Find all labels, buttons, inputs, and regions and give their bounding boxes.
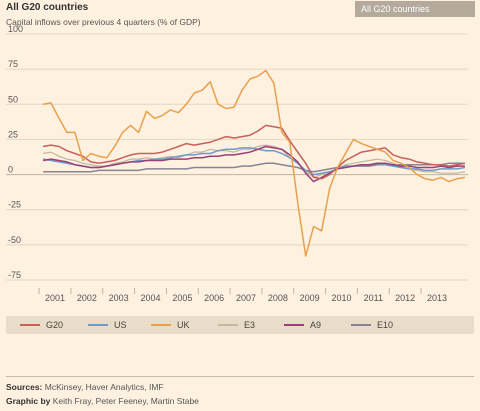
x-tick-label: 2012 [395, 293, 415, 303]
credit-label: Graphic by [6, 396, 51, 406]
y-tick-label: 25 [8, 129, 18, 139]
legend-swatch [218, 324, 238, 326]
legend-item-a9[interactable]: A9 [284, 316, 321, 334]
y-tick-label: -25 [8, 200, 21, 210]
legend-label: US [114, 320, 127, 330]
legend-swatch [351, 324, 371, 326]
x-tick-label: 2003 [109, 293, 129, 303]
legend-label: E10 [377, 320, 394, 330]
y-tick-label: 50 [8, 94, 18, 104]
legend-item-e3[interactable]: E3 [218, 316, 255, 334]
legend-item-us[interactable]: US [88, 316, 127, 334]
x-tick-label: 2011 [364, 293, 383, 303]
series-line-uk [42, 69, 466, 257]
country-selector-button[interactable]: All G20 countries [355, 1, 475, 17]
legend-label: E3 [244, 320, 256, 330]
gridlines [6, 33, 468, 281]
y-tick-label: 75 [8, 59, 18, 69]
sources-label: Sources: [6, 382, 43, 392]
legend-label: G20 [46, 320, 64, 330]
y-tick-label: 0 [8, 165, 13, 175]
legend-swatch [284, 324, 304, 326]
legend-item-e10[interactable]: E10 [351, 316, 393, 334]
series-lines [42, 69, 466, 257]
sources-text: McKinsey, Haver Analytics, IMF [42, 382, 164, 392]
x-tick-label: 2006 [204, 293, 224, 303]
x-tick-label: 2005 [172, 293, 192, 303]
y-tick-label: -75 [8, 270, 21, 280]
legend: G20 US UK E3 A9 E10 [6, 316, 474, 334]
x-tick-label: 2002 [77, 293, 97, 303]
legend-item-g20[interactable]: G20 [20, 316, 63, 334]
legend-item-uk[interactable]: UK [151, 316, 190, 334]
legend-label: A9 [310, 320, 322, 330]
y-axis: 100 75 50 25 0 -25 -50 -75 [8, 24, 23, 280]
x-tick-label: 2004 [140, 293, 160, 303]
y-tick-label: -50 [8, 235, 21, 245]
x-tick-label: 2009 [300, 293, 320, 303]
legend-swatch [88, 324, 108, 326]
legend-swatch [151, 324, 171, 326]
legend-swatch [20, 324, 40, 326]
x-axis: 2001 2002 2003 2004 2005 2006 2007 2008 2009 2010… [38, 288, 447, 303]
x-tick-label: 2001 [45, 293, 65, 303]
credit-line: Graphic by Keith Fray, Peter Feeney, Mar… [6, 396, 199, 406]
series-line-a9 [42, 145, 465, 183]
series-line-g20 [42, 124, 466, 180]
x-tick-label: 2013 [427, 293, 447, 303]
sources-line: Sources: McKinsey, Haver Analytics, IMF [6, 382, 164, 392]
x-tick-label: 2007 [236, 293, 256, 303]
chart-title: All G20 countries [6, 2, 89, 13]
x-tick-label: 2008 [268, 293, 288, 303]
chart-subtitle: Capital inflows over previous 4 quarters… [6, 17, 201, 27]
x-tick-label: 2010 [331, 293, 351, 303]
y-tick-label: 100 [8, 24, 23, 34]
credit-text: Keith Fray, Peter Feeney, Martin Stabe [50, 396, 199, 406]
footer-divider [6, 376, 474, 377]
legend-label: UK [177, 320, 190, 330]
